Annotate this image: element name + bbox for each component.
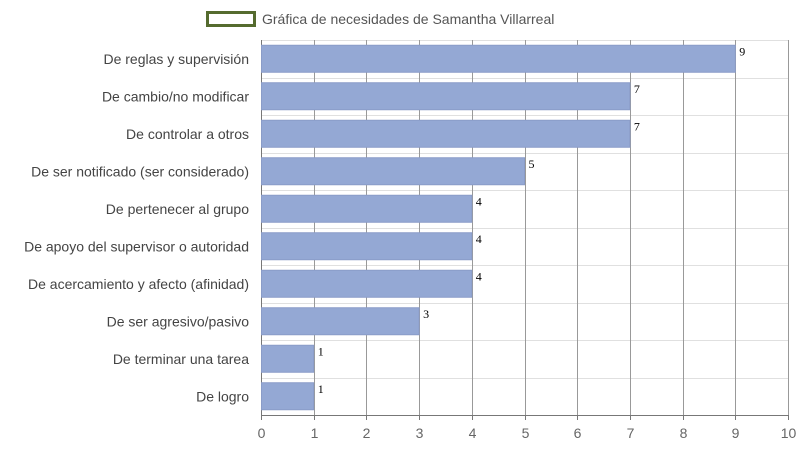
x-tick-label: 4 — [469, 425, 477, 441]
data-label: 7 — [634, 82, 640, 96]
category-label: De acercamiento y afecto (afinidad) — [28, 276, 249, 292]
x-tick-label: 9 — [732, 425, 740, 441]
bar-4 — [261, 194, 473, 223]
bar-3 — [261, 157, 525, 186]
bar-0 — [261, 44, 736, 73]
category-label: De terminar una tarea — [113, 351, 249, 367]
bar-8 — [261, 344, 315, 373]
bar-5 — [261, 232, 473, 261]
bar-7 — [261, 307, 420, 336]
data-label: 1 — [318, 344, 324, 358]
data-label: 4 — [476, 232, 482, 246]
category-label: De logro — [196, 388, 249, 404]
x-tick-label: 7 — [627, 425, 635, 441]
x-tick-label: 1 — [311, 425, 319, 441]
category-label: De pertenecer al grupo — [106, 201, 249, 217]
legend-label: Gráfica de necesidades de Samantha Villa… — [262, 11, 555, 27]
category-label: De apoyo del supervisor o autoridad — [24, 238, 249, 254]
data-label: 4 — [476, 269, 482, 283]
data-label: 9 — [739, 44, 745, 58]
category-label: De ser notificado (ser considerado) — [31, 163, 249, 179]
data-label: 4 — [476, 194, 482, 208]
category-label: De cambio/no modificar — [102, 88, 249, 104]
bar-1 — [261, 82, 631, 111]
legend[interactable]: Gráfica de necesidades de Samantha Villa… — [206, 9, 554, 29]
bar-9 — [261, 382, 315, 411]
x-tick-label: 6 — [574, 425, 582, 441]
data-label: 1 — [318, 382, 324, 396]
category-label: De controlar a otros — [126, 126, 249, 142]
bar-6 — [261, 269, 473, 298]
category-label: De ser agresivo/pasivo — [107, 313, 250, 329]
x-tick-label: 0 — [258, 425, 266, 441]
category-label: De reglas y supervisión — [103, 51, 249, 67]
bar-2 — [261, 119, 631, 148]
x-tick-label: 5 — [522, 425, 530, 441]
x-tick-label: 3 — [416, 425, 424, 441]
x-tick-label: 8 — [680, 425, 688, 441]
data-label: 5 — [529, 157, 535, 171]
legend-swatch — [206, 11, 256, 27]
data-label: 3 — [423, 307, 429, 321]
data-label: 7 — [634, 119, 640, 133]
x-tick-label: 10 — [781, 425, 797, 441]
x-tick-label: 2 — [363, 425, 371, 441]
